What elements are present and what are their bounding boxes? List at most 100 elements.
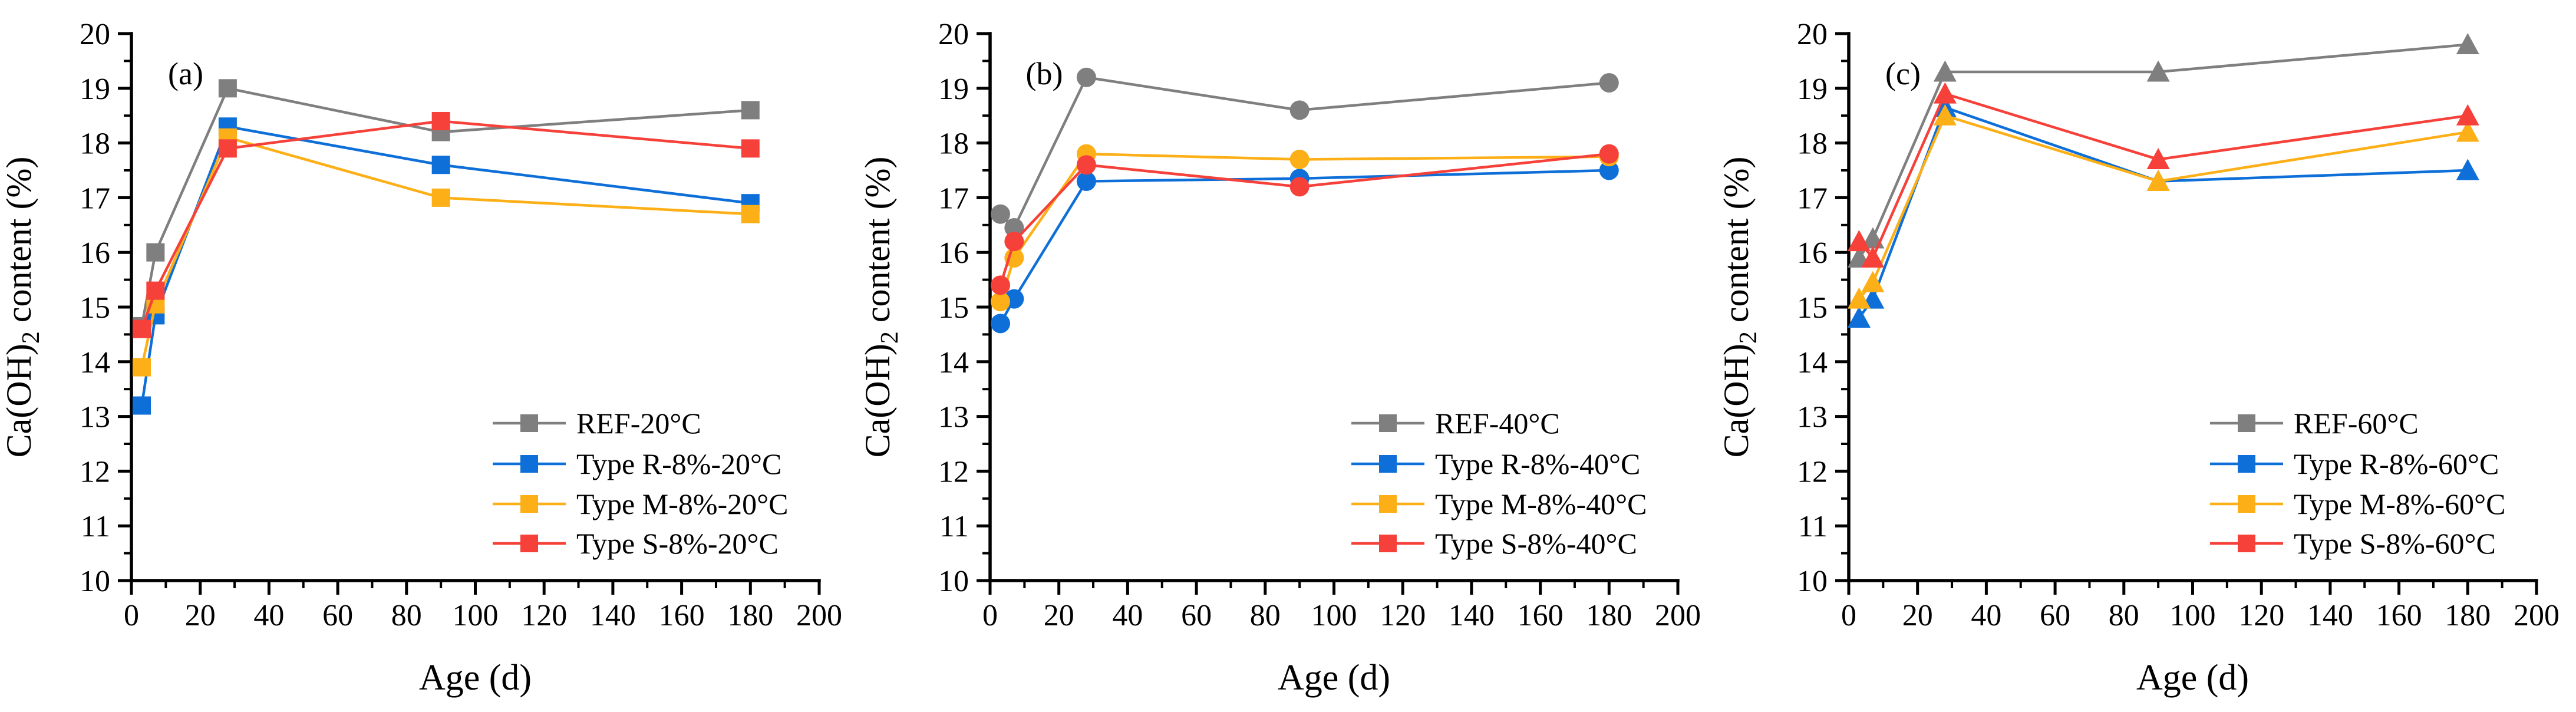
x-ticks: 0 20 40 60 80 100 120 140 160 180 200 <box>1841 581 2559 632</box>
legend-marker <box>520 455 538 473</box>
panel-label: (b) <box>1026 56 1063 91</box>
data-point-marker <box>2456 33 2479 55</box>
legend-entry: Type R-8%-20°C <box>493 447 781 480</box>
panel-label: (c) <box>1885 56 1921 91</box>
y-tick-label: 17 <box>1797 182 1828 215</box>
legend: REF-20°C Type R-8%-20°C Type M-8%-20°C Type… <box>493 407 789 560</box>
data-point-marker <box>2456 120 2479 142</box>
data-point-marker <box>1848 287 1871 309</box>
data-point-marker <box>133 396 151 415</box>
y-tick-label: 15 <box>1797 291 1828 325</box>
x-tick-label: 140 <box>1449 599 1495 632</box>
y-tick-label: 19 <box>1797 72 1828 106</box>
data-point-marker <box>2456 159 2479 180</box>
legend-marker <box>1379 414 1397 432</box>
y-tick-label: 19 <box>80 72 110 106</box>
legend-label: Type M-8%-40°C <box>1435 487 1647 520</box>
legend-marker <box>2238 495 2255 513</box>
legend-label: Type S-8%-20°C <box>576 527 779 560</box>
legend-marker <box>2238 414 2255 432</box>
data-point-marker <box>991 204 1011 224</box>
legend-entry: Type S-8%-40°C <box>1351 527 1637 560</box>
data-point-marker <box>1848 230 1871 252</box>
legend-marker <box>520 495 538 513</box>
x-tick-label: 120 <box>521 599 567 632</box>
data-point-marker <box>431 156 450 174</box>
x-tick-label: 180 <box>727 599 773 632</box>
data-point-marker <box>2146 147 2170 169</box>
data-point-marker <box>146 243 165 262</box>
series <box>133 111 760 338</box>
x-tick-label: 120 <box>1380 599 1426 632</box>
y-tick-label: 11 <box>81 510 110 543</box>
y-tick-label: 14 <box>1797 346 1828 380</box>
x-tick-label: 60 <box>322 599 353 632</box>
y-tick-label: 13 <box>938 401 969 434</box>
x-axis-title: Age (d) <box>419 658 532 698</box>
y-tick-label: 18 <box>938 127 969 161</box>
legend-entry: Type M-8%-60°C <box>2210 487 2506 520</box>
x-tick-label: 180 <box>1586 599 1632 632</box>
data-point-marker <box>1861 246 1885 268</box>
legend-entry: Type S-8%-60°C <box>2210 527 2496 560</box>
series <box>1848 33 2479 268</box>
y-tick-label: 19 <box>938 72 969 106</box>
data-point-marker <box>1076 155 1096 175</box>
x-tick-label: 160 <box>1518 599 1564 632</box>
x-tick-label: 100 <box>1311 599 1357 632</box>
data-point-marker <box>218 79 237 98</box>
legend-entry: REF-60°C <box>2210 407 2419 440</box>
x-tick-label: 140 <box>2307 599 2353 632</box>
x-tick-label: 60 <box>2040 599 2070 632</box>
x-tick-label: 180 <box>2445 599 2491 632</box>
x-tick-label: 100 <box>2170 599 2216 632</box>
y-axis-title: Ca(OH)2 content (%) <box>859 157 903 458</box>
legend-marker <box>2238 535 2255 552</box>
x-axis-title: Age (d) <box>1278 658 1390 698</box>
data-point-marker <box>1599 144 1619 164</box>
x-tick-label: 80 <box>391 599 422 632</box>
x-tick-label: 40 <box>1971 599 2001 632</box>
legend-entry: REF-40°C <box>1351 407 1560 440</box>
y-tick-label: 15 <box>938 291 969 325</box>
data-point-marker <box>1289 100 1310 120</box>
y-tick-label: 12 <box>1797 455 1828 489</box>
legend-entry: Type R-8%-40°C <box>1351 447 1640 480</box>
y-tick-label: 14 <box>938 346 969 380</box>
data-point-marker <box>218 139 237 158</box>
legend-label: Type R-8%-60°C <box>2294 447 2499 480</box>
data-point-marker <box>133 358 151 377</box>
data-point-marker <box>1861 271 1885 292</box>
data-point-marker <box>1004 232 1024 252</box>
y-ticks: 10 11 12 13 14 15 16 17 18 19 20 <box>1797 18 1849 598</box>
data-point-marker <box>1848 306 1871 328</box>
y-tick-label: 16 <box>938 236 969 270</box>
data-point-marker <box>1933 60 1957 82</box>
legend-marker <box>1379 535 1397 552</box>
y-tick-label: 18 <box>80 127 110 161</box>
legend-label: Type R-8%-20°C <box>576 447 781 480</box>
legend-label: Type M-8%-20°C <box>576 487 789 520</box>
legend-marker <box>520 535 538 552</box>
legend-label: Type M-8%-60°C <box>2294 487 2506 520</box>
y-ticks: 10 11 12 13 14 15 16 17 18 19 20 <box>80 18 131 598</box>
y-tick-label: 20 <box>938 18 969 51</box>
legend: REF-60°C Type R-8%-60°C Type M-8%-60°C Type… <box>2210 407 2506 560</box>
x-tick-label: 200 <box>796 599 842 632</box>
y-axis-title: Ca(OH)2 content (%) <box>0 157 45 458</box>
panel-label: (a) <box>168 56 203 91</box>
x-tick-label: 40 <box>1112 599 1143 632</box>
x-tick-label: 40 <box>253 599 284 632</box>
data-point-marker <box>2456 104 2479 126</box>
series <box>991 67 1619 238</box>
legend-label: REF-40°C <box>1435 407 1560 440</box>
x-tick-label: 160 <box>659 599 705 632</box>
x-tick-label: 200 <box>1655 599 1701 632</box>
y-tick-label: 16 <box>80 236 110 270</box>
y-tick-label: 12 <box>938 455 969 489</box>
x-tick-label: 20 <box>185 599 216 632</box>
data-point-marker <box>1289 149 1310 169</box>
data-point-marker <box>146 281 165 300</box>
y-tick-label: 12 <box>80 455 110 489</box>
